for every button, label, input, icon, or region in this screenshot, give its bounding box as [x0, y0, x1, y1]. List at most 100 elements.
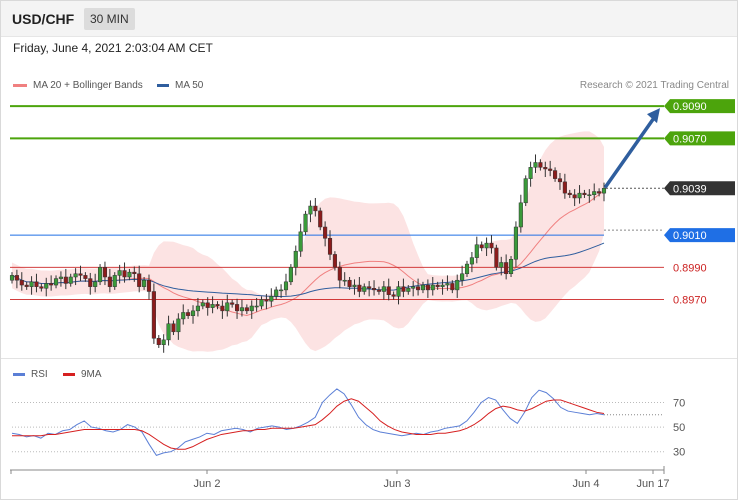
candle — [210, 304, 215, 308]
candle — [220, 305, 225, 312]
ma50-legend-label: MA 50 — [175, 80, 204, 91]
x-tick-label: Jun 3 — [384, 478, 411, 490]
candle — [464, 263, 470, 275]
candle — [332, 254, 337, 268]
candle — [416, 286, 421, 291]
candle — [601, 188, 607, 194]
rsi-ma-legend-label: 9MA — [81, 369, 102, 380]
candle — [460, 273, 465, 281]
candle — [592, 191, 597, 195]
candle — [435, 284, 440, 287]
candle — [249, 305, 254, 312]
candle — [513, 226, 518, 260]
rsi-tick-label: 50 — [673, 422, 685, 434]
candle — [171, 323, 176, 333]
candle — [352, 284, 357, 287]
candle — [557, 178, 563, 183]
candle — [406, 288, 411, 292]
candle — [543, 167, 548, 170]
candle — [176, 318, 181, 333]
candle — [83, 275, 88, 279]
candle — [562, 181, 567, 194]
legend-rsi-ma: 9MA — [63, 369, 102, 380]
candle — [190, 310, 196, 316]
candle — [78, 273, 83, 276]
rsi-swatch — [13, 372, 25, 376]
timeframe-button[interactable]: 30 MIN — [84, 8, 135, 30]
candle — [68, 276, 73, 284]
bollinger-band — [12, 131, 604, 352]
candle — [469, 257, 474, 265]
ma20-swatch — [13, 83, 27, 87]
ma50-swatch — [157, 83, 169, 87]
candle — [347, 279, 352, 287]
rsi-line — [11, 388, 605, 456]
candle — [88, 278, 93, 287]
candle — [186, 312, 191, 316]
candle — [455, 279, 460, 291]
candle — [98, 267, 103, 283]
forecast-arrow-head — [647, 108, 660, 124]
candle — [577, 192, 582, 199]
candle — [200, 302, 205, 307]
candle — [342, 279, 347, 282]
candle — [63, 276, 68, 284]
candle — [132, 271, 137, 275]
candle — [239, 307, 245, 312]
candle — [538, 162, 543, 168]
candle — [376, 289, 381, 292]
ma20-legend-label: MA 20 + Bollinger Bands — [33, 80, 143, 91]
candle — [401, 286, 406, 292]
candle — [367, 286, 372, 289]
candle — [137, 273, 142, 287]
candle — [127, 271, 132, 278]
candle — [396, 286, 401, 297]
candle — [259, 299, 264, 307]
candle — [161, 339, 166, 345]
candle — [279, 289, 284, 292]
candle — [337, 267, 342, 281]
price-tag-label: 0.9090 — [673, 101, 707, 113]
candle — [425, 284, 430, 291]
candle — [445, 283, 450, 286]
candle — [357, 284, 362, 292]
x-tick-label: Jun 17 — [636, 478, 669, 490]
candle — [9, 275, 15, 281]
candle — [479, 244, 484, 249]
candle — [508, 259, 514, 275]
candle — [523, 178, 528, 204]
rsi-tick-label: 70 — [673, 397, 685, 409]
rsi-tick-label: 30 — [673, 447, 685, 459]
candle — [533, 162, 538, 168]
candle — [313, 205, 318, 212]
candle — [587, 194, 592, 196]
candle — [391, 294, 396, 297]
timestamp-label: Friday, June 4, 2021 2:03:04 AM CET — [13, 41, 213, 55]
candle — [244, 307, 249, 312]
legend-ma20: MA 20 + Bollinger Bands — [13, 80, 143, 91]
symbol-label: USD/CHF — [12, 11, 75, 27]
candle — [548, 168, 553, 171]
candle — [420, 284, 426, 291]
support-price-label: 0.8990 — [673, 262, 707, 274]
candle — [19, 279, 24, 286]
candle — [269, 296, 274, 302]
candle — [298, 231, 303, 252]
candle — [499, 262, 504, 268]
candle — [288, 267, 293, 283]
candle — [166, 323, 171, 341]
candle — [430, 284, 435, 291]
chart-header: USD/CHF 30 MIN — [1, 1, 737, 37]
candle — [308, 205, 313, 215]
x-tick-label: Jun 4 — [573, 478, 600, 490]
forecast-arrow-line — [604, 113, 658, 189]
price-tag-background — [664, 99, 735, 114]
candle — [484, 242, 489, 249]
candle — [142, 279, 147, 287]
candle — [34, 281, 39, 287]
price-tag-label: 0.9070 — [673, 133, 707, 145]
candle — [151, 291, 156, 339]
candle — [215, 304, 220, 307]
candle — [303, 213, 308, 233]
candle — [53, 278, 59, 286]
